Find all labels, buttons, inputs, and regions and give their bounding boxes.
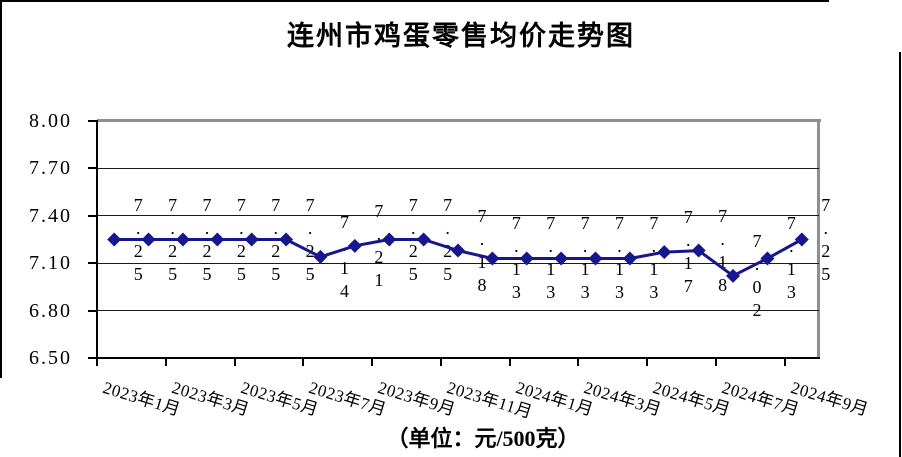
- x-axis-tick: [233, 359, 236, 366]
- y-axis-tick: [88, 167, 97, 170]
- x-axis-label: 2023年9月: [375, 378, 458, 420]
- x-axis-tick: [96, 359, 98, 366]
- y-axis-label-6.80: 6.80: [29, 299, 72, 322]
- x-axis-tick: [164, 359, 167, 366]
- x-axis-label: 2024年3月: [582, 378, 665, 420]
- screenshot-edge-right: [899, 52, 901, 457]
- x-axis-label: 2023年1月: [100, 378, 183, 420]
- gridline-7.70: [97, 167, 819, 169]
- x-axis-tick: [439, 359, 442, 366]
- x-axis-label: 2024年5月: [650, 378, 733, 420]
- x-axis-tick: [577, 359, 580, 366]
- x-axis-tick: [783, 359, 786, 366]
- y-axis-label-7.40: 7.40: [29, 204, 72, 227]
- x-axis-tick: [371, 359, 374, 366]
- y-axis-tick: [88, 120, 97, 122]
- x-axis-label: 2023年5月: [238, 378, 321, 420]
- y-axis-tick: [88, 357, 97, 359]
- x-axis-tick: [302, 359, 305, 366]
- x-axis-tick: [508, 359, 511, 366]
- y-axis-line: [96, 120, 98, 359]
- gridline-7.40: [97, 215, 819, 217]
- x-axis-label: 2023年7月: [307, 378, 390, 420]
- plot-border-top: [97, 119, 821, 122]
- screenshot-edge-left: [0, 0, 2, 378]
- screenshot-edge-top: [0, 0, 829, 2]
- y-axis-label-6.50: 6.50: [29, 347, 72, 369]
- y-axis-label-7.10: 7.10: [29, 252, 72, 275]
- y-axis-label-7.70: 7.70: [29, 157, 72, 180]
- x-axis-label: 2024年7月: [719, 378, 802, 420]
- chart-title: 连州市鸡蛋零售均价走势图: [287, 21, 635, 51]
- y-axis-tick: [88, 214, 97, 217]
- plot-border-right: [817, 121, 820, 358]
- x-axis-label: 2024年9月: [788, 378, 871, 420]
- x-axis-tick: [646, 359, 649, 366]
- y-axis-tick: [88, 309, 97, 312]
- y-axis-tick: [88, 262, 97, 265]
- unit-label: （单位：元/500克）: [386, 426, 580, 451]
- x-axis-line: [96, 357, 820, 359]
- x-axis-tick: [714, 359, 717, 366]
- gridline-6.80: [97, 310, 819, 312]
- y-axis-label-8.00: 8.00: [29, 110, 72, 132]
- x-axis-label: 2023年3月: [169, 378, 252, 420]
